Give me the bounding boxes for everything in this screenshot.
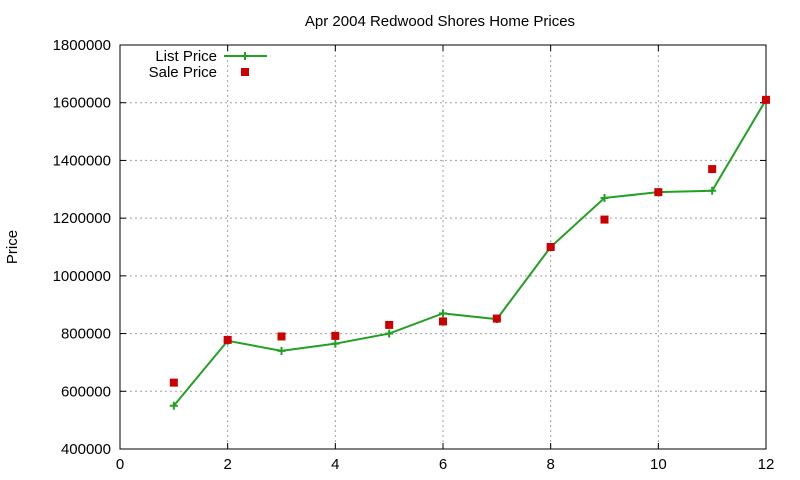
sale-price-point: [223, 335, 232, 344]
legend-label: List Price: [155, 48, 217, 65]
x-tick-label: 4: [331, 456, 339, 473]
chart-title: Apr 2004 Redwood Shores Home Prices: [305, 13, 575, 30]
x-tick-label: 6: [439, 456, 447, 473]
list-price-point: [708, 186, 717, 195]
list-price-point: [439, 309, 447, 318]
y-tick-label: 800000: [61, 326, 111, 343]
list-price-line: [173, 99, 767, 407]
sale-price-point: [762, 95, 770, 104]
sale-price-point: [169, 378, 178, 387]
legend-swatch-square: [241, 68, 249, 76]
sale-price-point: [277, 332, 286, 341]
plot-frame: [119, 44, 767, 450]
sale-price-point: [439, 317, 447, 326]
sale-price-point: [708, 165, 717, 174]
list-price-point: [169, 401, 178, 410]
sale-price-point: [600, 215, 609, 224]
y-tick-label: 400000: [61, 441, 111, 458]
y-tick-label: 1200000: [53, 210, 111, 227]
y-axis-label: Price: [4, 230, 21, 264]
y-tick-label: 1600000: [53, 95, 111, 112]
x-tick-label: 12: [758, 456, 775, 473]
list-price-point: [385, 329, 394, 338]
y-tick-label: 600000: [61, 383, 111, 400]
sale-price-point: [331, 331, 340, 340]
list-price-point: [331, 339, 340, 348]
grid: [120, 45, 766, 449]
legend-label: Sale Price: [149, 64, 217, 81]
y-tick-label: 1000000: [53, 268, 111, 285]
y-tick-label: 1800000: [53, 37, 111, 54]
list-price-point: [277, 346, 286, 355]
y-tick-label: 1400000: [53, 152, 111, 169]
series-layer: [169, 95, 770, 410]
list-price-point: [600, 193, 609, 202]
sale-price-point: [385, 320, 394, 329]
x-tick-label: 2: [223, 456, 231, 473]
sale-price-point: [492, 314, 501, 323]
x-tick-label: 10: [650, 456, 667, 473]
sale-price-point: [654, 188, 663, 197]
sale-price-point: [546, 243, 555, 251]
x-tick-label: 0: [116, 456, 124, 473]
x-tick-label: 8: [546, 456, 554, 473]
